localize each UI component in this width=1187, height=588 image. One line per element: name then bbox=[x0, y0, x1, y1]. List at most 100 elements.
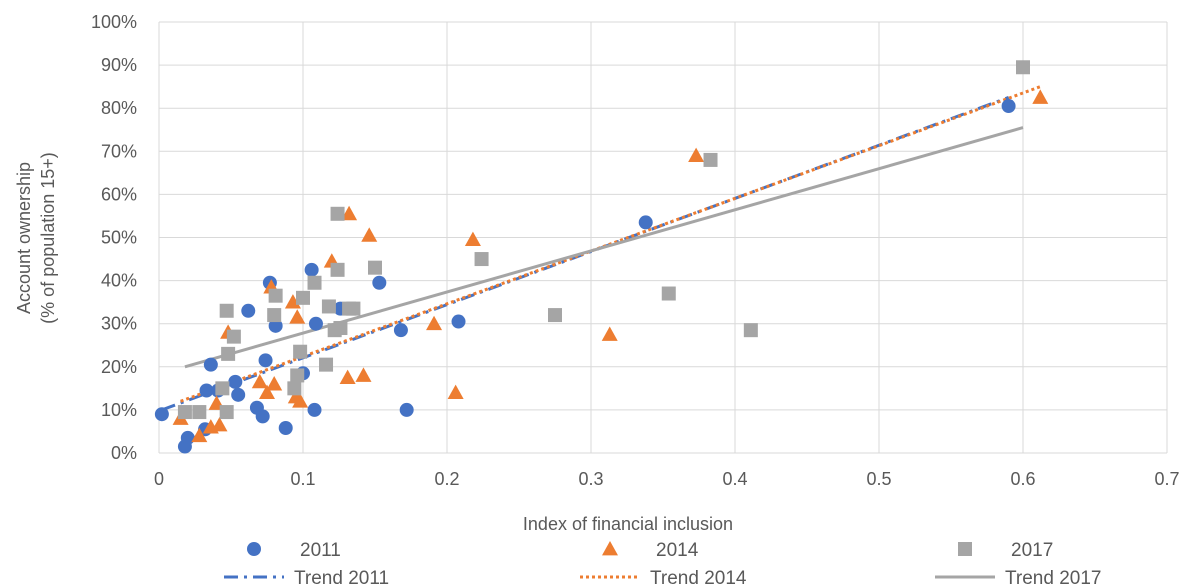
x-tick-label: 0.6 bbox=[1010, 469, 1035, 489]
legend-label: Trend 2014 bbox=[650, 568, 747, 588]
data-point-2011 bbox=[304, 262, 319, 277]
legend-label: 2017 bbox=[1011, 540, 1053, 561]
data-point-2011 bbox=[393, 323, 408, 338]
legend-label: Trend 2017 bbox=[1005, 568, 1101, 588]
legend-marker bbox=[247, 542, 261, 556]
data-point-2011 bbox=[180, 430, 195, 445]
data-point-2011 bbox=[399, 402, 414, 417]
data-point-2011 bbox=[1001, 99, 1016, 114]
data-point-2017 bbox=[221, 346, 236, 361]
legend-label: 2011 bbox=[300, 540, 341, 561]
y-axis-title-line-1: Account ownership bbox=[14, 162, 34, 314]
data-point-2011 bbox=[258, 353, 273, 368]
data-point-2017 bbox=[307, 275, 322, 290]
data-point-2011 bbox=[228, 374, 243, 389]
data-point-2017 bbox=[192, 405, 207, 420]
data-point-2017 bbox=[330, 262, 345, 277]
x-tick-label: 0.5 bbox=[866, 469, 891, 489]
data-point-2017 bbox=[219, 303, 234, 318]
data-point-2017 bbox=[219, 405, 234, 420]
data-point-2017 bbox=[346, 301, 361, 316]
data-point-2014 bbox=[601, 326, 618, 341]
tick-labels: 0% 10% 20% 30% 40% 50% 60% 70% 80% 90% 100% 0 0.1 0.2… bbox=[91, 12, 1180, 489]
data-point-2011 bbox=[451, 314, 466, 329]
data-point-2014 bbox=[447, 384, 464, 400]
trendlines bbox=[161, 85, 1041, 412]
y-tick-label: 60% bbox=[101, 184, 137, 204]
data-point-2011 bbox=[154, 407, 169, 422]
x-axis-title: Index of financial inclusion bbox=[523, 514, 733, 534]
data-point-2017 bbox=[268, 288, 283, 303]
data-point-2014 bbox=[361, 227, 378, 242]
data-point-2017 bbox=[293, 344, 308, 359]
data-points bbox=[154, 60, 1049, 454]
data-point-2011 bbox=[268, 318, 283, 333]
data-point-2017 bbox=[226, 329, 241, 344]
data-point-2014 bbox=[339, 369, 356, 384]
y-axis-title-line-2: (% of population 15+) bbox=[38, 152, 58, 324]
data-point-2011 bbox=[638, 215, 653, 230]
data-point-2011 bbox=[255, 409, 270, 424]
data-point-2014 bbox=[284, 294, 301, 309]
data-point-2014 bbox=[266, 376, 283, 391]
data-point-2014 bbox=[191, 427, 208, 443]
legend-marker bbox=[602, 541, 618, 556]
data-point-2011 bbox=[278, 421, 293, 436]
data-point-2014 bbox=[292, 393, 309, 408]
data-point-2011 bbox=[203, 357, 218, 372]
data-point-2017 bbox=[330, 206, 345, 221]
data-point-2017 bbox=[368, 260, 382, 275]
data-point-2017 bbox=[743, 323, 758, 338]
data-point-2011 bbox=[199, 383, 214, 398]
legend-label: 2014 bbox=[656, 540, 699, 561]
y-tick-label: 10% bbox=[101, 400, 137, 420]
legend-marker bbox=[958, 542, 972, 556]
data-point-2011 bbox=[307, 402, 322, 417]
y-tick-label: 0% bbox=[111, 443, 137, 463]
y-tick-label: 100% bbox=[91, 12, 137, 32]
gridlines bbox=[158, 21, 1168, 454]
y-tick-label: 70% bbox=[101, 141, 137, 161]
data-point-2017 bbox=[548, 308, 562, 323]
y-tick-label: 50% bbox=[101, 228, 137, 248]
data-point-2017 bbox=[267, 308, 282, 323]
x-tick-label: 0.4 bbox=[722, 469, 747, 489]
data-point-2014 bbox=[211, 416, 228, 432]
x-tick-label: 0.1 bbox=[290, 469, 315, 489]
y-tick-label: 20% bbox=[101, 357, 137, 377]
data-point-2017 bbox=[290, 368, 305, 383]
y-tick-label: 80% bbox=[101, 98, 137, 118]
data-point-2011 bbox=[372, 275, 387, 290]
data-point-2017 bbox=[661, 286, 676, 301]
data-point-2011 bbox=[231, 387, 246, 402]
data-point-2017 bbox=[287, 381, 302, 396]
y-tick-label: 90% bbox=[101, 55, 137, 75]
data-point-2017 bbox=[1016, 60, 1030, 75]
data-point-2017 bbox=[296, 290, 310, 305]
data-point-2017 bbox=[177, 405, 192, 420]
x-tick-label: 0.3 bbox=[578, 469, 603, 489]
legend-label: Trend 2011 bbox=[294, 568, 389, 588]
data-point-2017 bbox=[321, 299, 336, 314]
data-point-2014 bbox=[251, 373, 268, 389]
y-tick-label: 30% bbox=[101, 314, 137, 334]
data-point-2014 bbox=[1032, 89, 1049, 104]
trendline bbox=[184, 126, 1024, 369]
y-tick-label: 40% bbox=[101, 271, 137, 291]
data-point-2014 bbox=[688, 147, 705, 163]
y-axis-title: Account ownership (% of population 15+) bbox=[14, 152, 58, 324]
data-point-2014 bbox=[355, 367, 372, 382]
data-point-2017 bbox=[319, 357, 334, 372]
data-point-2017 bbox=[333, 321, 348, 336]
data-point-2014 bbox=[426, 315, 443, 331]
data-point-2014 bbox=[259, 384, 275, 400]
x-tick-label: 0.2 bbox=[434, 469, 459, 489]
data-point-2014 bbox=[289, 309, 306, 324]
legend: 2011 2014 2017 Trend 2011 Trend 2014 Trend 20… bbox=[224, 540, 1101, 588]
data-point-2017 bbox=[703, 152, 718, 167]
x-tick-label: 0.7 bbox=[1154, 469, 1179, 489]
data-point-2014 bbox=[341, 205, 358, 221]
data-point-2017 bbox=[215, 381, 230, 396]
x-tick-label: 0 bbox=[154, 469, 164, 489]
